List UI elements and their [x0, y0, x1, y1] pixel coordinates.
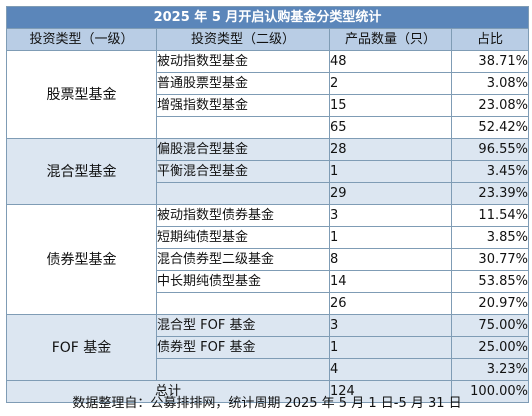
table-title-row: 2025 年 5 月开启认购基金分类型统计 — [6, 6, 529, 29]
subtype-cell: 偏股混合型基金 — [156, 138, 330, 161]
count-cell: 29 — [329, 182, 452, 205]
table-row: 平衡混合型基金 1 3.45% — [7, 160, 529, 183]
table-row: 混合债券型二级基金 8 30.77% — [7, 248, 529, 271]
subtotal-row: 4 3.23% — [7, 358, 529, 381]
count-cell: 4 — [329, 358, 452, 381]
subtype-cell: 中长期纯债型基金 — [156, 270, 330, 293]
subtype-cell: 债券型 FOF 基金 — [156, 336, 330, 359]
table-header-row: 投资类型（一级） 投资类型（二级） 产品数量（只） 占比 — [6, 28, 529, 51]
count-cell: 3 — [329, 204, 452, 227]
table-row: 债券型基金 被动指数型债券基金 3 11.54% — [6, 204, 529, 315]
subtype-cell: 增强指数型基金 — [156, 94, 330, 117]
total-row: 总计 124 100.00% — [6, 380, 529, 403]
count-cell: 2 — [329, 72, 452, 95]
share-cell: 11.54% — [451, 204, 529, 227]
header-level2: 投资类型（二级） — [156, 28, 330, 51]
share-cell: 3.08% — [451, 72, 529, 95]
share-cell: 53.85% — [451, 270, 529, 293]
share-cell: 25.00% — [451, 336, 529, 359]
share-cell: 3.85% — [451, 226, 529, 249]
subtype-cell: 混合债券型二级基金 — [156, 248, 330, 271]
count-cell: 1 — [329, 160, 452, 183]
table-row: 混合型基金 偏股混合型基金 28 96.55% — [6, 138, 529, 205]
subtype-cell — [156, 358, 330, 381]
category-cell: 混合型基金 — [6, 138, 157, 205]
subtype-cell: 平衡混合型基金 — [156, 160, 330, 183]
subtype-cell — [156, 182, 330, 205]
table-row: 短期纯债型基金 1 3.85% — [7, 226, 529, 249]
count-cell: 1 — [329, 226, 452, 249]
category-cell: 股票型基金 — [6, 50, 157, 139]
subtype-cell: 混合型 FOF 基金 — [156, 314, 330, 337]
source-note: 数据整理自：公募排排网，统计周期 2025 年 5 月 1 日-5 月 31 日 — [72, 396, 462, 411]
subtype-cell: 被动指数型债券基金 — [156, 204, 330, 227]
share-cell: 3.23% — [451, 358, 529, 381]
subtype-cell: 短期纯债型基金 — [156, 226, 330, 249]
subtotal-row: 26 20.97% — [7, 292, 529, 315]
subtotal-row: 65 52.42% — [7, 116, 529, 139]
count-cell: 3 — [329, 314, 452, 337]
share-cell: 96.55% — [451, 138, 529, 161]
share-cell: 23.08% — [451, 94, 529, 117]
fund-statistics-table: 2025 年 5 月开启认购基金分类型统计 投资类型（一级） 投资类型（二级） … — [6, 6, 529, 403]
table-row: FOF 基金 混合型 FOF 基金 3 75.00% — [6, 314, 529, 381]
share-cell: 52.42% — [451, 116, 529, 139]
share-cell: 3.45% — [451, 160, 529, 183]
table-row: 债券型 FOF 基金 1 25.00% — [7, 336, 529, 359]
share-cell: 23.39% — [451, 182, 529, 205]
total-count: 124 — [329, 380, 452, 403]
subtype-cell: 普通股票型基金 — [156, 72, 330, 95]
table-row: 中长期纯债型基金 14 53.85% — [7, 270, 529, 293]
count-cell: 65 — [329, 116, 452, 139]
count-cell: 1 — [329, 336, 452, 359]
table-row: 股票型基金 被动指数型基金 48 38.71% — [6, 50, 529, 139]
subtype-cell — [156, 116, 330, 139]
header-level1: 投资类型（一级） — [6, 28, 157, 51]
subtotal-row: 29 23.39% — [7, 182, 529, 205]
share-cell: 38.71% — [451, 50, 529, 73]
subtype-cell — [156, 292, 330, 315]
count-cell: 14 — [329, 270, 452, 293]
header-count: 产品数量（只） — [329, 28, 452, 51]
share-cell: 30.77% — [451, 248, 529, 271]
total-label: 总计 — [6, 380, 330, 403]
category-cell: 债券型基金 — [6, 204, 157, 315]
count-cell: 8 — [329, 248, 452, 271]
subtype-cell: 被动指数型基金 — [156, 50, 330, 73]
share-cell: 20.97% — [451, 292, 529, 315]
category-cell: FOF 基金 — [6, 314, 157, 381]
count-cell: 28 — [329, 138, 452, 161]
table-title: 2025 年 5 月开启认购基金分类型统计 — [6, 6, 529, 29]
table-row: 增强指数型基金 15 23.08% — [7, 94, 529, 117]
header-share: 占比 — [451, 28, 529, 51]
total-share: 100.00% — [451, 380, 529, 403]
share-cell: 75.00% — [451, 314, 529, 337]
count-cell: 48 — [329, 50, 452, 73]
count-cell: 15 — [329, 94, 452, 117]
count-cell: 26 — [329, 292, 452, 315]
